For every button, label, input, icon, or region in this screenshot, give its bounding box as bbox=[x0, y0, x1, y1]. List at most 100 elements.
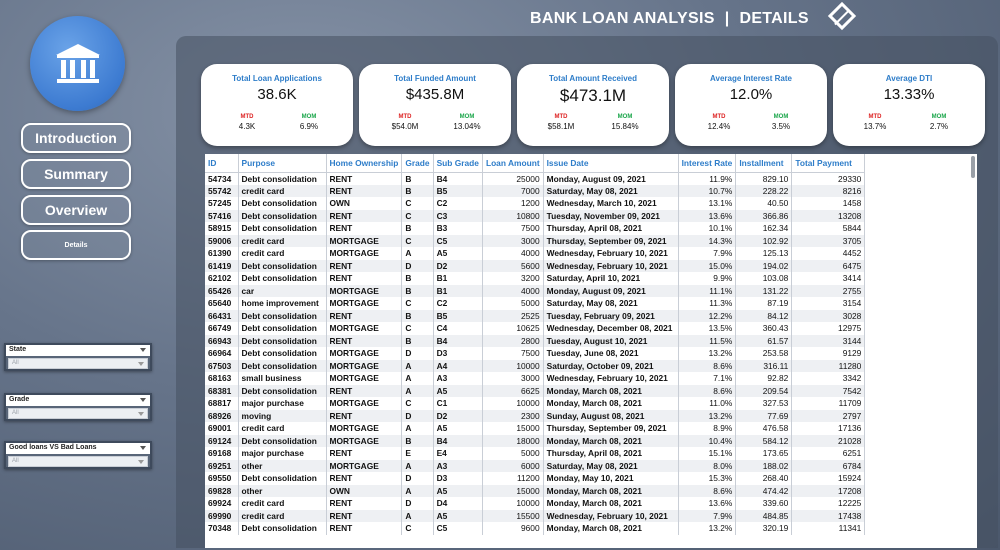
table-row[interactable]: 61390 credit card MORTGAGE A A5 4000 Wednesday… bbox=[205, 247, 866, 260]
column-header-installment[interactable]: Installment bbox=[735, 154, 793, 173]
table-row[interactable]: 62102 Debt consolidation RENT B B1 3200 Saturd… bbox=[205, 272, 866, 285]
cell-purpose: small business bbox=[238, 372, 327, 385]
table-row[interactable]: 68817 major purchase MORTGAGE C C1 10000 Monda… bbox=[205, 397, 866, 410]
cell-total-payment: 15924 bbox=[791, 472, 866, 485]
cell-grade: C bbox=[401, 397, 434, 410]
table-row[interactable]: 58915 Debt consolidation RENT B B3 7500 Thursd… bbox=[205, 222, 866, 235]
cell-total-payment: 3154 bbox=[791, 297, 866, 310]
grade-slicer[interactable]: Grade All bbox=[4, 393, 152, 421]
cell-loan-amount: 5000 bbox=[482, 447, 544, 460]
cell-grade: A bbox=[401, 359, 434, 372]
cell-id: 69990 bbox=[205, 509, 239, 522]
loan-quality-slicer[interactable]: Good loans VS Bad Loans All bbox=[4, 441, 152, 469]
cell-installment: 92.82 bbox=[735, 372, 793, 385]
kpi-mtd-label: MTD bbox=[868, 114, 882, 120]
bank-icon bbox=[30, 16, 125, 111]
cell-purpose: credit card bbox=[238, 497, 327, 510]
cell-home-ownership: MORTGAGE bbox=[326, 434, 403, 447]
table-row[interactable]: 67503 Debt consolidation MORTGAGE A A4 10000 S… bbox=[205, 359, 866, 372]
cell-issue-date: Wednesday, February 10, 2021 bbox=[543, 247, 679, 260]
eraser-icon[interactable] bbox=[827, 1, 857, 31]
loan-quality-slicer-dropdown[interactable]: All bbox=[8, 456, 148, 467]
cell-interest-rate: 8.9% bbox=[678, 422, 737, 435]
table-row[interactable]: 69828 other OWN A A5 15000 Monday, March 08, 2… bbox=[205, 484, 866, 497]
table-row[interactable]: 66749 Debt consolidation MORTGAGE C C4 10625 W… bbox=[205, 322, 866, 335]
table-row[interactable]: 65640 home improvement MORTGAGE C C2 5000 Satu… bbox=[205, 297, 866, 310]
table-row[interactable]: 69990 credit card RENT A A5 15500 Wednesday, F… bbox=[205, 509, 866, 522]
kpi-title: Average Interest Rate bbox=[710, 74, 792, 83]
table-row[interactable]: 55742 credit card RENT B B5 7000 Saturday, May… bbox=[205, 184, 866, 197]
cell-grade: C bbox=[401, 209, 434, 222]
column-header-issue-date[interactable]: Issue Date bbox=[543, 154, 679, 173]
table-row[interactable]: 66943 Debt consolidation RENT B B4 2800 Tuesda… bbox=[205, 334, 866, 347]
column-header-interest-rate[interactable]: Interest Rate bbox=[678, 154, 737, 173]
table-row[interactable]: 69924 credit card RENT D D4 10000 Monday, Marc… bbox=[205, 497, 866, 510]
table-scrollbar[interactable] bbox=[971, 156, 975, 178]
cell-installment: 584.12 bbox=[735, 434, 793, 447]
cell-installment: 125.13 bbox=[735, 247, 793, 260]
column-header-purpose[interactable]: Purpose bbox=[238, 154, 327, 173]
grade-slicer-dropdown[interactable]: All bbox=[8, 408, 148, 419]
table-row[interactable]: 57416 Debt consolidation RENT C C3 10800 Tuesd… bbox=[205, 209, 866, 222]
column-header-loan-amount[interactable]: Loan Amount bbox=[482, 154, 544, 173]
column-header-home-ownership[interactable]: Home Ownership bbox=[326, 154, 403, 173]
nav-introduction-button[interactable]: Introduction bbox=[21, 123, 131, 153]
cell-purpose: Debt consolidation bbox=[238, 222, 327, 235]
cell-sub-grade: A4 bbox=[433, 359, 483, 372]
state-slicer[interactable]: State All bbox=[4, 343, 152, 371]
cell-id: 69828 bbox=[205, 484, 239, 497]
column-header-id[interactable]: ID bbox=[205, 154, 239, 173]
cell-sub-grade: C5 bbox=[433, 234, 483, 247]
cell-installment: 102.92 bbox=[735, 234, 793, 247]
column-header-grade[interactable]: Grade bbox=[401, 154, 434, 173]
cell-total-payment: 29330 bbox=[791, 172, 866, 185]
cell-sub-grade: C2 bbox=[433, 297, 483, 310]
cell-interest-rate: 11.9% bbox=[678, 172, 737, 185]
kpi-mtd-value: 13.7% bbox=[863, 122, 887, 131]
table-row[interactable]: 59006 credit card MORTGAGE C C5 3000 Thursday,… bbox=[205, 234, 866, 247]
nav-details-button[interactable]: Details bbox=[21, 230, 131, 260]
column-header-sub-grade[interactable]: Sub Grade bbox=[433, 154, 483, 173]
cell-loan-amount: 3000 bbox=[482, 234, 544, 247]
table-row[interactable]: 61419 Debt consolidation RENT D D2 5600 Wednes… bbox=[205, 259, 866, 272]
nav-summary-button[interactable]: Summary bbox=[21, 159, 131, 189]
cell-issue-date: Wednesday, February 10, 2021 bbox=[543, 509, 679, 522]
cell-id: 55742 bbox=[205, 184, 239, 197]
cell-grade: A bbox=[401, 247, 434, 260]
table-row[interactable]: 69001 credit card MORTGAGE A A5 15000 Thursday… bbox=[205, 422, 866, 435]
cell-purpose: credit card bbox=[238, 184, 327, 197]
table-row[interactable]: 69550 Debt consolidation RENT D D3 11200 Monda… bbox=[205, 472, 866, 485]
state-slicer-dropdown[interactable]: All bbox=[8, 358, 148, 369]
cell-home-ownership: RENT bbox=[326, 272, 403, 285]
loan-details-table[interactable]: ID Purpose Home Ownership Grade Sub Grade Loa… bbox=[205, 154, 977, 548]
cell-loan-amount: 2300 bbox=[482, 409, 544, 422]
table-row[interactable]: 66431 Debt consolidation RENT B B5 2525 Tuesda… bbox=[205, 309, 866, 322]
cell-loan-amount: 7000 bbox=[482, 184, 544, 197]
cell-installment: 474.42 bbox=[735, 484, 793, 497]
cell-grade: A bbox=[401, 372, 434, 385]
table-row[interactable]: 54734 Debt consolidation RENT B B4 25000 Monda… bbox=[205, 172, 866, 185]
table-row[interactable]: 57245 Debt consolidation OWN C C2 1200 Wednesd… bbox=[205, 197, 866, 210]
table-row[interactable]: 69124 Debt consolidation MORTGAGE B B4 18000 M… bbox=[205, 434, 866, 447]
kpi-mom-value: 15.84% bbox=[611, 122, 639, 131]
cell-purpose: credit card bbox=[238, 509, 327, 522]
cell-interest-rate: 13.6% bbox=[678, 497, 737, 510]
cell-interest-rate: 8.6% bbox=[678, 484, 737, 497]
cell-sub-grade: A5 bbox=[433, 509, 483, 522]
cell-id: 57245 bbox=[205, 197, 239, 210]
table-row[interactable]: 65426 car MORTGAGE B B1 4000 Monday, August 09… bbox=[205, 284, 866, 297]
table-row[interactable]: 68926 moving RENT D D2 2300 Sunday, August 08,… bbox=[205, 409, 866, 422]
table-row[interactable]: 66964 Debt consolidation MORTGAGE D D3 7500 Tu… bbox=[205, 347, 866, 360]
column-header-total-payment[interactable]: Total Payment bbox=[791, 154, 866, 173]
nav-overview-button[interactable]: Overview bbox=[21, 195, 131, 225]
cell-issue-date: Wednesday, February 10, 2021 bbox=[543, 259, 679, 272]
table-row[interactable]: 69251 other MORTGAGE A A3 6000 Saturday, May 0… bbox=[205, 459, 866, 472]
cell-grade: B bbox=[401, 222, 434, 235]
table-row[interactable]: 68163 small business MORTGAGE A A3 3000 Wednes… bbox=[205, 372, 866, 385]
cell-interest-rate: 10.4% bbox=[678, 434, 737, 447]
table-row[interactable]: 70348 Debt consolidation RENT C C5 9600 Monday… bbox=[205, 522, 866, 535]
table-row[interactable]: 69168 major purchase RENT E E4 5000 Thursday, … bbox=[205, 447, 866, 460]
table-row[interactable]: 68381 Debt consolidation RENT A A5 6625 Monday… bbox=[205, 384, 866, 397]
kpi-mom-label: MOM bbox=[773, 114, 789, 120]
cell-loan-amount: 10625 bbox=[482, 322, 544, 335]
